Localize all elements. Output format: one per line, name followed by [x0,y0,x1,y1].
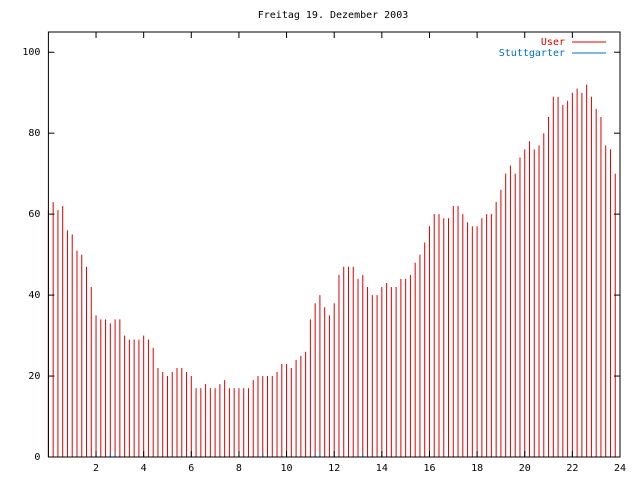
y-tick-label: 80 [28,128,40,139]
legend-label: Stuttgarter [499,48,565,59]
x-tick-label: 2 [93,463,99,474]
x-tick-label: 12 [328,463,340,474]
y-tick-label: 60 [28,209,40,220]
y-tick-label: 20 [28,371,40,382]
y-tick-label: 0 [34,452,40,463]
x-tick-label: 16 [423,463,435,474]
y-tick-label: 40 [28,290,40,301]
x-tick-label: 6 [188,463,194,474]
x-tick-label: 8 [236,463,242,474]
y-tick-label: 100 [22,47,40,58]
x-tick-label: 24 [614,463,626,474]
x-tick-label: 10 [281,463,293,474]
x-tick-label: 20 [519,463,531,474]
x-tick-label: 18 [471,463,483,474]
x-tick-label: 14 [376,463,388,474]
legend-label: User [541,37,565,48]
x-tick-label: 22 [566,463,578,474]
chart-title: Freitag 19. Dezember 2003 [258,10,409,21]
x-tick-label: 4 [141,463,147,474]
